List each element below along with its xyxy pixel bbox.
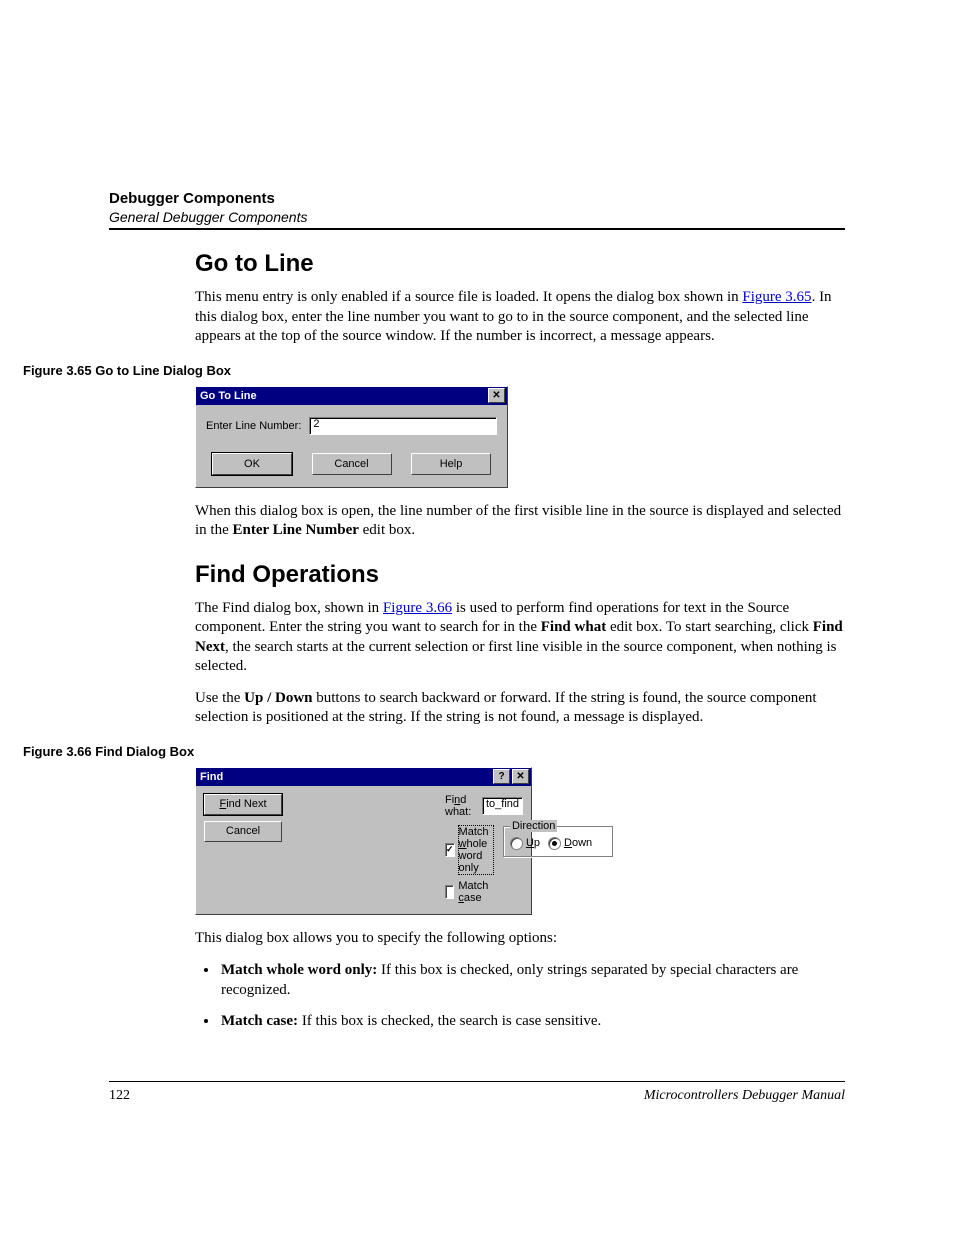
bold-text: Find what bbox=[541, 619, 606, 635]
button-row: OK Cancel Help bbox=[206, 453, 497, 475]
direction-group: Direction Up Down bbox=[503, 826, 613, 857]
caption-buttons: ✕ bbox=[488, 388, 505, 403]
figure-caption: Figure 3.65 Go to Line Dialog Box bbox=[23, 363, 845, 378]
figure-ref-link[interactable]: Figure 3.65 bbox=[742, 289, 811, 305]
list-item: Match whole word only: If this box is ch… bbox=[219, 960, 845, 1001]
radio-label: Down bbox=[564, 837, 592, 849]
input-value: to_find bbox=[486, 798, 519, 810]
button-label: Help bbox=[440, 458, 463, 470]
heading-find-operations: Find Operations bbox=[195, 561, 845, 589]
text: , the search starts at the current selec… bbox=[195, 639, 837, 675]
content-block: Go to Line This menu entry is only enabl… bbox=[195, 250, 845, 347]
cancel-button[interactable]: Cancel bbox=[204, 821, 282, 842]
checkbox-icon bbox=[445, 885, 454, 899]
group-legend: Direction bbox=[510, 820, 557, 832]
find-what-input[interactable]: to_find bbox=[482, 797, 523, 815]
figure-container: Find ? ✕ Find what: to_find Find Next Ca… bbox=[195, 767, 845, 1031]
find-buttons-col: Find Next Cancel bbox=[204, 794, 435, 904]
match-whole-word-checkbox[interactable]: ✓ Match whole word only bbox=[445, 826, 493, 874]
help-button[interactable]: Help bbox=[411, 453, 491, 475]
list-item: Match case: If this box is checked, the … bbox=[219, 1011, 845, 1031]
find-what-row: Find what: to_find bbox=[445, 794, 523, 818]
figure-ref-link[interactable]: Figure 3.66 bbox=[383, 600, 452, 616]
radio-label: Up bbox=[526, 837, 540, 849]
dialog-titlebar: Go To Line ✕ bbox=[196, 387, 507, 405]
text: edit box. To start searching, click bbox=[606, 619, 813, 635]
close-icon[interactable]: ✕ bbox=[512, 769, 529, 784]
find-next-button[interactable]: Find Next bbox=[204, 794, 282, 815]
dialog-titlebar: Find ? ✕ bbox=[196, 768, 531, 786]
button-label: Cancel bbox=[334, 458, 368, 470]
heading-go-to-line: Go to Line bbox=[195, 250, 845, 278]
text: Use the bbox=[195, 690, 244, 706]
bold-text: Match case: bbox=[221, 1013, 298, 1029]
page: Debugger Components General Debugger Com… bbox=[0, 0, 954, 1164]
dialog-body: Find what: to_find Find Next Cancel ✓ Ma… bbox=[196, 786, 531, 914]
text: edit box. bbox=[359, 522, 415, 538]
goto-line-dialog: Go To Line ✕ Enter Line Number: 2 OK Can… bbox=[195, 386, 508, 488]
find-dialog: Find ? ✕ Find what: to_find Find Next Ca… bbox=[195, 767, 532, 915]
chapter-title: Debugger Components bbox=[109, 190, 845, 207]
running-head: Debugger Components General Debugger Com… bbox=[109, 190, 845, 230]
dialog-body: Enter Line Number: 2 OK Cancel Help bbox=[196, 405, 507, 487]
bold-text: Up / Down bbox=[244, 690, 312, 706]
manual-title: Microcontrollers Debugger Manual bbox=[644, 1088, 845, 1104]
button-label: OK bbox=[244, 458, 260, 470]
checkbox-icon: ✓ bbox=[445, 843, 455, 857]
bullet-list: Match whole word only: If this box is ch… bbox=[195, 960, 845, 1031]
figure-caption: Figure 3.66 Find Dialog Box bbox=[23, 744, 845, 759]
figure-container: Go To Line ✕ Enter Line Number: 2 OK Can… bbox=[195, 386, 845, 728]
caption-buttons: ? ✕ bbox=[493, 769, 529, 784]
options-row: ✓ Match whole word only Match case Direc… bbox=[445, 826, 523, 904]
close-icon[interactable]: ✕ bbox=[488, 388, 505, 403]
direction-down-radio[interactable]: Down bbox=[548, 837, 592, 850]
cancel-button[interactable]: Cancel bbox=[312, 453, 392, 475]
paragraph: This dialog box allows you to specify th… bbox=[195, 929, 845, 949]
text: This menu entry is only enabled if a sou… bbox=[195, 289, 742, 305]
match-case-checkbox[interactable]: Match case bbox=[445, 880, 493, 904]
text: The Find dialog box, shown in bbox=[195, 600, 383, 616]
figure-caption-row: Figure 3.66 Find Dialog Box bbox=[23, 744, 845, 759]
ok-button[interactable]: OK bbox=[212, 453, 292, 475]
paragraph: When this dialog box is open, the line n… bbox=[195, 502, 845, 541]
button-label: Find Next bbox=[219, 798, 266, 810]
dialog-title: Find bbox=[200, 771, 223, 783]
find-what-label: Find what: bbox=[445, 794, 476, 818]
help-icon[interactable]: ? bbox=[493, 769, 510, 784]
radio-icon bbox=[510, 837, 523, 850]
text: If this box is checked, the search is ca… bbox=[298, 1013, 601, 1029]
bold-text: Match whole word only: bbox=[221, 962, 377, 978]
checkbox-group: ✓ Match whole word only Match case bbox=[445, 826, 493, 904]
checkbox-label: Match whole word only bbox=[459, 826, 493, 874]
figure-caption-row: Figure 3.65 Go to Line Dialog Box bbox=[23, 363, 845, 378]
direction-up-radio[interactable]: Up bbox=[510, 837, 540, 850]
checkbox-label: Match case bbox=[458, 880, 493, 904]
input-row: Enter Line Number: 2 bbox=[206, 417, 497, 435]
enter-line-label: Enter Line Number: bbox=[206, 420, 301, 432]
dialog-title: Go To Line bbox=[200, 390, 257, 402]
button-label: Cancel bbox=[226, 825, 260, 837]
paragraph: This menu entry is only enabled if a sou… bbox=[195, 288, 845, 347]
page-footer: 122 Microcontrollers Debugger Manual bbox=[109, 1081, 845, 1104]
bold-text: Enter Line Number bbox=[233, 522, 359, 538]
radio-row: Up Down bbox=[510, 837, 606, 850]
line-number-input[interactable]: 2 bbox=[309, 417, 497, 435]
paragraph: The Find dialog box, shown in Figure 3.6… bbox=[195, 599, 845, 677]
paragraph: Use the Up / Down buttons to search back… bbox=[195, 689, 845, 728]
radio-icon bbox=[548, 837, 561, 850]
page-number: 122 bbox=[109, 1088, 130, 1104]
section-subtitle: General Debugger Components bbox=[109, 209, 845, 225]
input-value: 2 bbox=[313, 418, 319, 430]
